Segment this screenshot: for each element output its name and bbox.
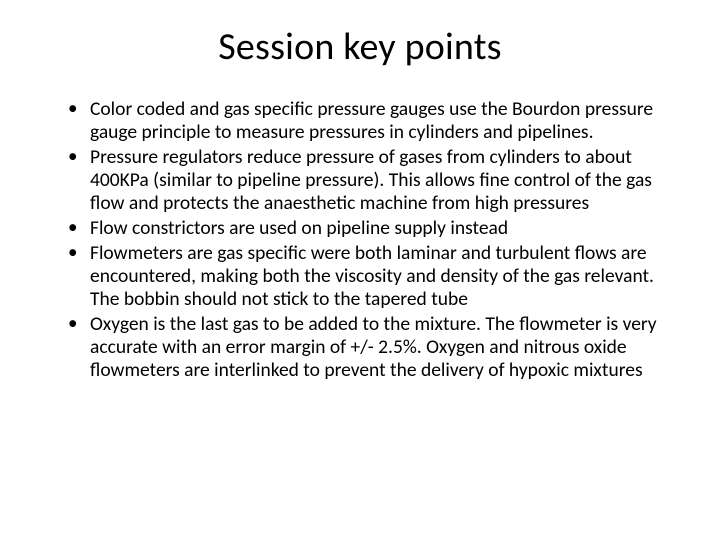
- bullet-item: Flowmeters are gas specific were both la…: [68, 242, 668, 311]
- bullet-item: Pressure regulators reduce pressure of g…: [68, 146, 668, 215]
- slide: Session key points Color coded and gas s…: [0, 0, 720, 540]
- bullet-item: Oxygen is the last gas to be added to th…: [68, 313, 668, 382]
- bullet-item: Flow constrictors are used on pipeline s…: [68, 217, 668, 240]
- bullet-list: Color coded and gas specific pressure ga…: [44, 98, 676, 382]
- bullet-item: Color coded and gas specific pressure ga…: [68, 98, 668, 144]
- slide-title: Session key points: [44, 24, 676, 70]
